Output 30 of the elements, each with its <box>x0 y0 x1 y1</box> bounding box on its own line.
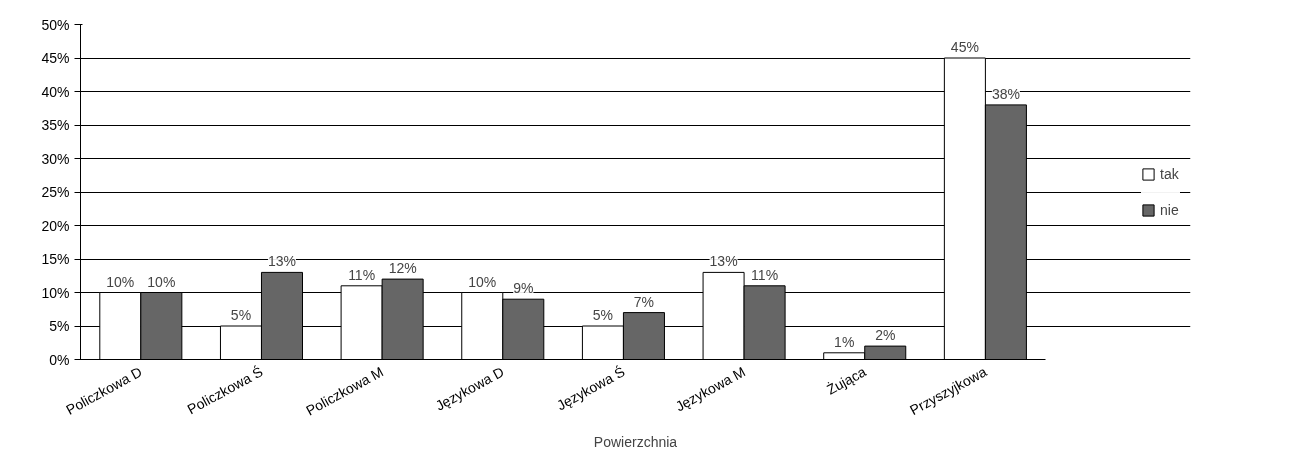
data-label: 1% <box>834 333 855 350</box>
data-label: 5% <box>592 307 614 323</box>
data-label: 12% <box>388 260 417 277</box>
data-label: 9% <box>513 280 534 297</box>
y-tick-label: 20% <box>41 217 70 234</box>
data-label: 2% <box>875 327 896 344</box>
legend-label: nie <box>1160 201 1180 218</box>
y-tick-label: 15% <box>41 251 70 267</box>
y-tick-label: 45% <box>41 50 70 66</box>
y-tick-label: 40% <box>41 83 70 100</box>
data-label: 10% <box>147 273 176 290</box>
y-tick-label: 50% <box>41 16 70 33</box>
y-tick-label: 0% <box>49 351 70 368</box>
data-label: 10% <box>106 273 135 290</box>
y-tick-label: 25% <box>41 184 70 200</box>
data-label: 11% <box>348 266 376 283</box>
legend-label: tak <box>1160 165 1180 182</box>
data-label: 13% <box>267 253 297 270</box>
data-label: 7% <box>633 293 655 310</box>
data-label: 10% <box>468 273 497 290</box>
y-tick-label: 30% <box>41 150 70 167</box>
y-tick-label: 5% <box>49 318 70 334</box>
x-axis-title: Powierzchnia <box>593 433 678 450</box>
y-tick-label: 35% <box>41 117 70 133</box>
data-label: 45% <box>950 39 979 55</box>
data-label: 13% <box>709 253 738 270</box>
data-label: 5% <box>230 307 252 323</box>
data-label: 38% <box>991 85 1020 102</box>
data-label: 11% <box>751 266 779 283</box>
y-tick-label: 10% <box>41 284 70 301</box>
